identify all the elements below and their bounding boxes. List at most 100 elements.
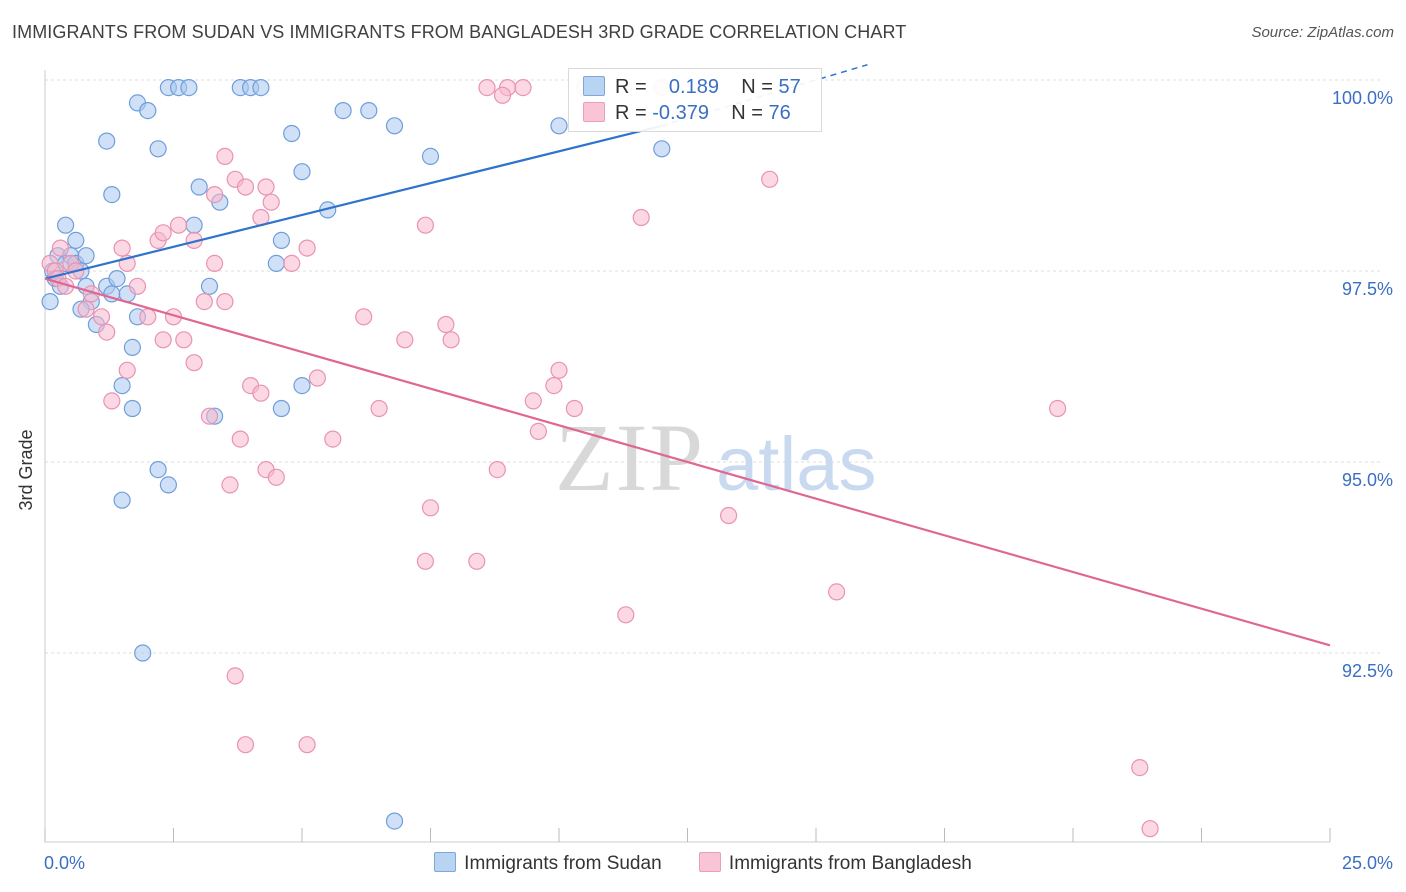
point-pink-69 xyxy=(761,170,779,188)
point-blue-22 xyxy=(98,132,116,150)
series-swatch-bangladesh xyxy=(698,852,721,872)
point-pink-14 xyxy=(139,308,157,326)
point-pink-74 xyxy=(226,667,244,685)
point-pink-42 xyxy=(283,254,301,272)
point-blue-18 xyxy=(108,270,126,288)
watermark-zip: ZIP xyxy=(555,404,705,511)
point-pink-18 xyxy=(175,331,193,349)
legend-n-label: N = xyxy=(731,102,763,124)
legend-n-value-bangladesh: 76 xyxy=(768,102,791,124)
point-blue-52 xyxy=(421,147,440,165)
point-pink-29 xyxy=(216,147,234,165)
legend-r-label: R = xyxy=(615,102,647,124)
point-pink-9 xyxy=(92,308,111,326)
x-tick-label-max: 25.0% xyxy=(1342,853,1393,873)
point-blue-43 xyxy=(252,78,270,97)
point-pink-68 xyxy=(719,506,738,525)
point-pink-52 xyxy=(421,499,440,517)
point-blue-11 xyxy=(56,216,75,234)
point-blue-44 xyxy=(283,124,301,143)
point-pink-20 xyxy=(195,293,213,311)
point-blue-39 xyxy=(113,491,131,509)
legend-row-sudan: R = 0.189 N = 57 xyxy=(583,76,801,100)
y-tick-labels: 92.5% 95.0% 97.5% 100.0% xyxy=(1332,88,1393,681)
point-pink-46 xyxy=(355,308,373,326)
y-axis-label: 3rd Grade xyxy=(16,429,36,511)
point-pink-71 xyxy=(1048,399,1067,418)
data-points xyxy=(41,78,1159,838)
point-pink-76 xyxy=(298,736,316,754)
point-pink-43 xyxy=(298,239,316,257)
trend-line-pink xyxy=(44,277,1331,647)
point-blue-37 xyxy=(149,461,167,479)
x-tick-label-min: 0.0% xyxy=(44,853,85,873)
point-blue-40 xyxy=(134,644,152,662)
point-pink-37 xyxy=(231,430,249,448)
point-pink-62 xyxy=(545,377,563,395)
point-pink-72 xyxy=(1131,758,1149,777)
point-pink-53 xyxy=(416,552,434,570)
y-tick-label-1: 95.0% xyxy=(1342,470,1393,490)
point-pink-36 xyxy=(221,476,239,494)
point-pink-19 xyxy=(185,354,203,372)
point-pink-21 xyxy=(206,254,224,272)
point-pink-51 xyxy=(442,331,460,349)
series-legend: Immigrants from Sudan Immigrants from Ba… xyxy=(0,852,1406,875)
point-pink-13 xyxy=(128,277,147,295)
series-legend-bangladesh[interactable]: Immigrants from Bangladesh xyxy=(698,852,972,875)
x-tick-labels: 0.0% 25.0% xyxy=(44,853,1393,873)
point-blue-14 xyxy=(77,247,95,265)
point-blue-50 xyxy=(360,101,378,120)
point-pink-66 xyxy=(617,606,635,624)
point-pink-55 xyxy=(488,461,506,479)
point-blue-38 xyxy=(159,476,177,494)
series-legend-sudan[interactable]: Immigrants from Sudan xyxy=(434,852,662,875)
point-pink-22 xyxy=(216,293,234,311)
point-pink-70 xyxy=(827,583,846,601)
point-blue-54 xyxy=(272,399,290,418)
point-blue-20 xyxy=(123,338,141,356)
chart-title: IMMIGRANTS FROM SUDAN VS IMMIGRANTS FROM… xyxy=(12,22,907,42)
watermark: ZIP atlas xyxy=(555,404,877,511)
series-swatch-sudan xyxy=(434,852,457,872)
point-pink-47 xyxy=(370,399,388,418)
point-pink-3 xyxy=(51,239,70,257)
point-pink-44 xyxy=(308,369,326,387)
point-pink-24 xyxy=(118,361,136,379)
gridlines xyxy=(45,79,1380,654)
point-blue-12 xyxy=(67,231,85,249)
point-pink-54 xyxy=(468,552,486,570)
point-blue-33 xyxy=(200,277,219,295)
legend-r-value-sudan: 0.189 xyxy=(668,76,719,98)
point-blue-57 xyxy=(385,812,404,830)
point-blue-27 xyxy=(139,101,157,120)
point-pink-49 xyxy=(416,216,434,234)
point-blue-46 xyxy=(267,254,285,272)
correlation-legend: R = 0.189 N = 57 R = -0.379 N = 76 xyxy=(568,68,822,132)
chart-source: Source: ZipAtlas.com xyxy=(1251,24,1394,41)
point-pink-45 xyxy=(324,430,342,448)
watermark-atlas: atlas xyxy=(716,422,877,507)
point-pink-11 xyxy=(113,239,131,257)
point-pink-73 xyxy=(1141,820,1159,838)
point-pink-48 xyxy=(396,331,414,349)
legend-r-label: R = xyxy=(615,76,647,98)
point-pink-33 xyxy=(257,178,275,196)
point-pink-41 xyxy=(267,468,285,486)
point-blue-53 xyxy=(293,377,311,395)
point-pink-26 xyxy=(170,216,188,234)
legend-swatch-sudan xyxy=(583,76,605,96)
point-blue-45 xyxy=(293,163,311,181)
point-pink-65 xyxy=(632,208,650,227)
point-blue-31 xyxy=(180,78,198,97)
point-blue-32 xyxy=(190,178,208,196)
legend-swatch-bangladesh xyxy=(583,102,605,122)
point-blue-25 xyxy=(123,399,141,418)
point-pink-63 xyxy=(550,361,568,379)
legend-n-label: N = xyxy=(741,76,773,98)
legend-n-value-sudan: 57 xyxy=(778,76,801,98)
series-label-sudan: Immigrants from Sudan xyxy=(464,853,662,874)
y-tick-label-3: 100.0% xyxy=(1332,88,1393,108)
point-pink-16 xyxy=(154,331,172,349)
